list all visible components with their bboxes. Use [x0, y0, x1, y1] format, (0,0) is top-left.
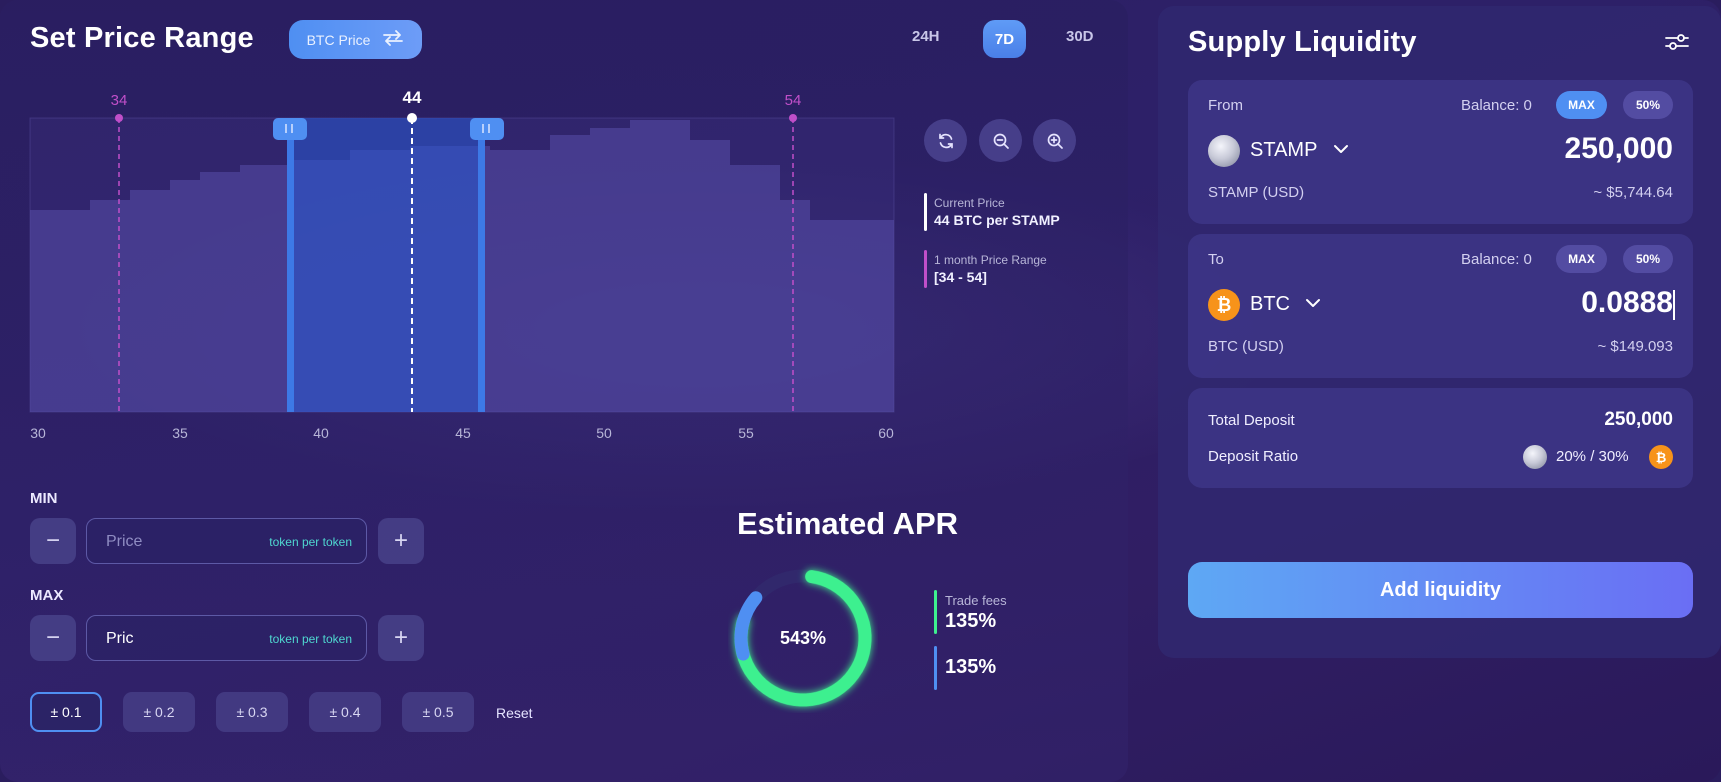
- from-card: From Balance: 0 MAX 50% STAMP 250,000 ST…: [1188, 80, 1693, 224]
- trade-fees-value: 135%: [945, 610, 997, 632]
- reset-button[interactable]: Reset: [496, 705, 533, 721]
- step-button-0-5[interactable]: ± 0.5: [402, 692, 474, 732]
- plus-icon: +: [393, 527, 408, 554]
- total-deposit-label: Total Deposit: [1208, 412, 1295, 429]
- apr-title: Estimated APR: [737, 506, 959, 541]
- range-legend-value: [34 - 54]: [934, 269, 987, 285]
- deposit-summary-card: Total Deposit 250,000 Deposit Ratio 20% …: [1188, 388, 1693, 488]
- x-tick: 50: [596, 425, 612, 441]
- range-low-marker: 34: [111, 92, 128, 109]
- timeframe-24h[interactable]: 24H: [912, 28, 940, 45]
- current-price-marker: 44: [403, 88, 422, 107]
- min-range-handle[interactable]: [273, 118, 307, 140]
- zoom-out-icon: [993, 133, 1009, 149]
- from-usd-label: STAMP (USD): [1208, 184, 1305, 201]
- current-price-legend-value: 44 BTC per STAMP: [934, 212, 1060, 228]
- max-label: MAX: [30, 587, 64, 604]
- stamp-token-icon: [1208, 135, 1240, 167]
- timeframe-7d[interactable]: 7D: [983, 20, 1026, 58]
- refresh-button[interactable]: [924, 119, 967, 162]
- step-button-0-1[interactable]: ± 0.1: [30, 692, 102, 732]
- from-50-button[interactable]: 50%: [1623, 91, 1673, 119]
- apr-donut-chart: [734, 569, 872, 707]
- x-tick: 35: [172, 425, 188, 441]
- to-card: To Balance: 0 MAX 50% ₿ BTC 0.0888 BTC (…: [1188, 234, 1693, 378]
- max-decrement-button[interactable]: −: [30, 615, 76, 661]
- second-apr-value: 135%: [945, 656, 997, 678]
- range-legend-label: 1 month Price Range: [934, 253, 1047, 267]
- current-price-legend-label: Current Price: [934, 196, 1005, 210]
- plus-icon: +: [393, 624, 408, 651]
- apr-center-value: 543%: [779, 628, 827, 648]
- total-deposit-value: 250,000: [1604, 409, 1673, 430]
- deposit-ratio-label: Deposit Ratio: [1208, 448, 1299, 465]
- trade-fees-legend-bar: [934, 590, 937, 634]
- swap-arrows-icon: [382, 30, 404, 49]
- btc-token-icon: ₿: [1649, 445, 1673, 469]
- from-amount-input[interactable]: 250,000: [1564, 132, 1673, 165]
- current-price-legend-bar: [924, 193, 927, 231]
- x-tick: 40: [313, 425, 329, 441]
- zoom-out-button[interactable]: [979, 119, 1022, 162]
- from-balance: Balance: 0: [1461, 97, 1532, 114]
- add-liquidity-button[interactable]: Add liquidity: [1188, 562, 1693, 618]
- page-title: Set Price Range: [30, 22, 254, 54]
- step-button-0-3[interactable]: ± 0.3: [216, 692, 288, 732]
- min-label: MIN: [30, 490, 58, 507]
- deposit-ratio-value: 20% / 30%: [1556, 448, 1629, 465]
- min-increment-button[interactable]: +: [378, 518, 424, 564]
- min-price-unit: token per token: [269, 535, 352, 549]
- to-usd-value: ~ $149.093: [1597, 338, 1674, 355]
- price-toggle-button[interactable]: BTC Price: [289, 20, 422, 59]
- range-high-marker: 54: [785, 92, 802, 109]
- to-max-button[interactable]: MAX: [1556, 245, 1607, 273]
- zoom-in-icon: [1047, 133, 1063, 149]
- settings-sliders-icon[interactable]: [1664, 31, 1690, 58]
- trade-fees-label: Trade fees: [945, 593, 1007, 608]
- to-50-button[interactable]: 50%: [1623, 245, 1673, 273]
- x-tick: 55: [738, 425, 754, 441]
- to-balance: Balance: 0: [1461, 251, 1532, 268]
- to-usd-label: BTC (USD): [1208, 338, 1284, 355]
- range-legend-bar: [924, 250, 927, 288]
- zoom-in-button[interactable]: [1033, 119, 1076, 162]
- min-price-placeholder: Price: [106, 533, 143, 550]
- x-tick: 30: [30, 425, 46, 441]
- to-amount-input[interactable]: 0.0888: [1581, 286, 1673, 319]
- step-button-0-2[interactable]: ± 0.2: [123, 692, 195, 732]
- chevron-down-icon[interactable]: [1304, 294, 1322, 317]
- max-increment-button[interactable]: +: [378, 615, 424, 661]
- step-button-0-4[interactable]: ± 0.4: [309, 692, 381, 732]
- from-usd-value: ~ $5,744.64: [1593, 184, 1673, 201]
- from-label: From: [1208, 97, 1243, 114]
- price-distribution-chart[interactable]: 34 44 54 30 35 40 45 50 55 60: [0, 0, 1128, 460]
- to-token-name[interactable]: BTC: [1250, 293, 1290, 315]
- max-range-handle[interactable]: [470, 118, 504, 140]
- text-cursor: [1673, 290, 1675, 320]
- x-tick: 60: [878, 425, 894, 441]
- chevron-down-icon[interactable]: [1332, 140, 1350, 163]
- stamp-token-icon: [1523, 445, 1547, 469]
- timeframe-30d[interactable]: 30D: [1066, 28, 1094, 45]
- x-tick: 45: [455, 425, 471, 441]
- from-max-button[interactable]: MAX: [1556, 91, 1607, 119]
- refresh-icon: [938, 133, 953, 148]
- from-token-name[interactable]: STAMP: [1250, 139, 1318, 161]
- min-price-input[interactable]: Price token per token: [86, 518, 367, 564]
- second-legend-bar: [934, 646, 937, 690]
- min-decrement-button[interactable]: −: [30, 518, 76, 564]
- supply-title: Supply Liquidity: [1188, 26, 1417, 58]
- btc-token-icon: ₿: [1208, 289, 1240, 321]
- minus-icon: −: [45, 527, 60, 554]
- price-toggle-label: BTC Price: [306, 31, 371, 48]
- max-price-unit: token per token: [269, 632, 352, 646]
- to-label: To: [1208, 251, 1224, 268]
- max-price-value: Pric: [106, 630, 134, 647]
- max-price-input[interactable]: Pric token per token: [86, 615, 367, 661]
- minus-icon: −: [45, 624, 60, 651]
